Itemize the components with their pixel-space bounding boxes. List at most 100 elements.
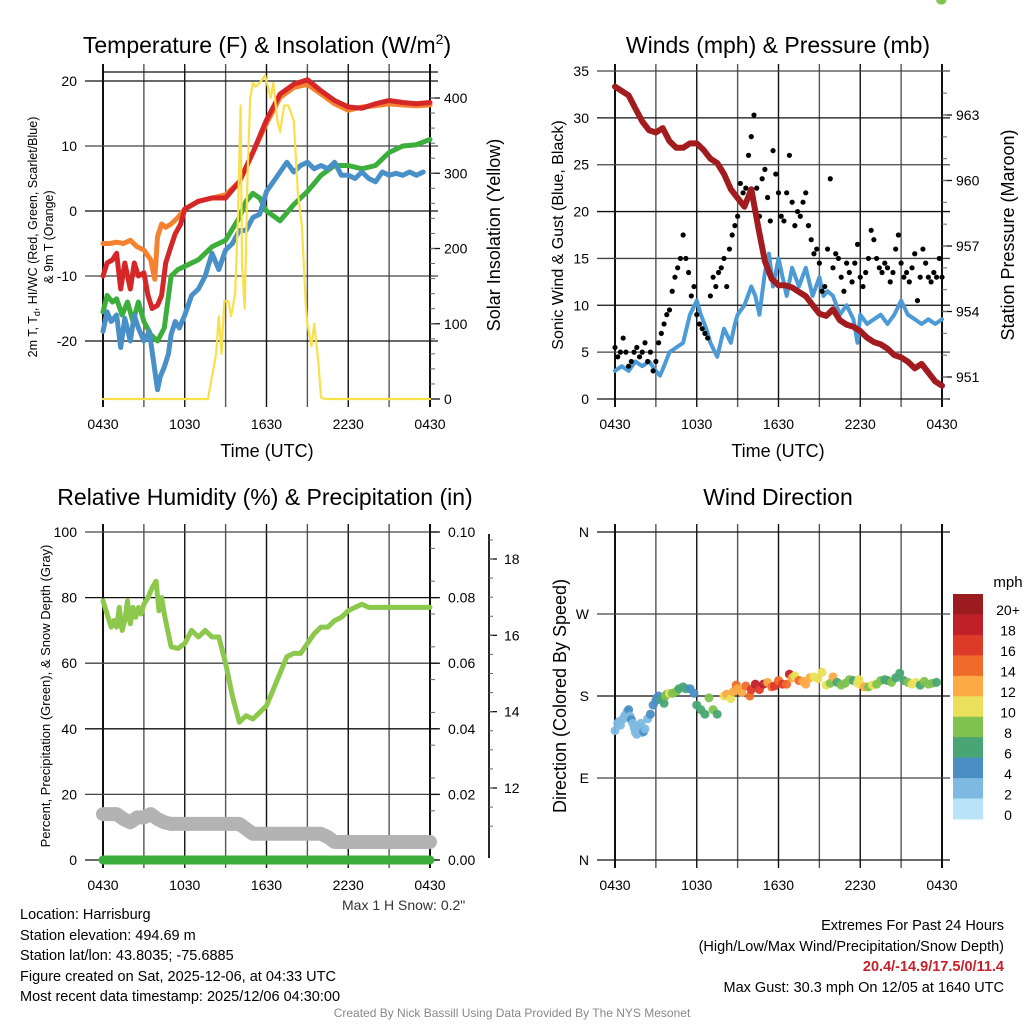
wind-direction-point [704, 693, 714, 703]
solar-tick-label: 100 [444, 316, 468, 332]
y-tick-label: N [579, 524, 589, 540]
x-tick-label: 0430 [414, 877, 445, 893]
wind-direction-point [610, 726, 620, 736]
snow-tick-label: 12 [504, 780, 520, 796]
y-tick-label: 0 [69, 852, 77, 868]
gust-point [838, 274, 844, 280]
station-location: Location: Harrisburg [20, 907, 151, 923]
y-tick-label: 100 [54, 524, 78, 540]
precip-tick-label: 0.04 [448, 721, 475, 737]
series-line-station-pressure [612, 83, 945, 389]
max-hourly-snow-label: Max 1 H Snow: 0.2" [342, 897, 466, 913]
gust-point [931, 269, 937, 276]
wind-direction-point [782, 679, 792, 689]
y-tick-label: 30 [573, 110, 589, 126]
gust-point [808, 237, 814, 243]
gust-point [849, 279, 855, 285]
gust-point [814, 246, 820, 252]
colorbar-swatch [953, 696, 983, 718]
gust-point [773, 171, 779, 177]
gust-point [925, 274, 931, 280]
temperature-panel-title: Temperature (F) & Insolation (W/m2) [83, 31, 451, 58]
series-line-hi-wc [100, 159, 426, 393]
gust-point [794, 208, 801, 215]
gust-point [857, 274, 863, 280]
gust-point [748, 134, 754, 140]
x-tick-label: 1630 [763, 416, 794, 432]
extremes-info: Extremes For Past 24 Hours (High/Low/Max… [699, 916, 1004, 998]
y-tick-label: W [576, 606, 590, 622]
y-tick-label: 10 [61, 138, 77, 154]
gust-point [639, 349, 645, 355]
gust-point [939, 274, 945, 280]
wind-direction-point [813, 674, 823, 684]
gust-point [680, 232, 686, 238]
wind-direction-point [895, 668, 905, 678]
gust-point [661, 321, 667, 327]
colorbar-swatch [953, 737, 983, 759]
y-tick-label: 25 [573, 157, 589, 173]
gust-point [620, 335, 626, 341]
figure-created: Figure created on Sat, 2025-12-06, at 04… [20, 968, 336, 985]
gust-point [803, 190, 809, 196]
precip-tick-label: 0.02 [448, 786, 475, 802]
gust-point [912, 251, 918, 257]
y-tick-label: E [580, 770, 589, 786]
gust-point [743, 185, 749, 191]
gust-point [844, 260, 850, 266]
gust-point [740, 190, 746, 196]
gust-point [707, 293, 713, 299]
gust-point [874, 255, 880, 262]
station-latlon: Station lat/lon: 43.8035; -75.6885 [20, 948, 234, 965]
gust-point [675, 265, 681, 271]
wind-direction-point [645, 709, 655, 719]
series-line-relative-humidity [100, 578, 433, 725]
winds-y-axis-label: Sonic Wind & Gust (Blue, Black) [550, 120, 567, 349]
y-tick-label: S [580, 688, 589, 704]
x-tick-label: 0430 [926, 416, 957, 432]
gust-point [928, 279, 934, 285]
colorbar-swatch [953, 716, 983, 738]
gust-point [778, 213, 784, 219]
y-tick-label: 10 [573, 297, 589, 313]
gust-point [653, 358, 659, 365]
gust-point [882, 260, 888, 266]
gust-point [917, 274, 923, 280]
solar-tick-label: 0 [444, 391, 452, 407]
colorbar-label: 4 [1004, 766, 1012, 782]
gust-point [775, 190, 782, 196]
temperature-y-axis-label: 2m T, Td, HI/WC (Red, Green, Scarlet/Blu… [26, 117, 42, 358]
gust-point [833, 251, 839, 257]
station-elevation: Station elevation: 494.69 m [20, 927, 196, 944]
gust-point [816, 260, 822, 266]
gust-point [623, 349, 629, 355]
colorbar-label: 10 [1000, 705, 1016, 721]
gust-point [841, 288, 847, 294]
gust-point [805, 223, 812, 229]
series-line-snow-depth [96, 807, 437, 849]
gust-point [672, 274, 678, 280]
winds-x-axis-label: Time (UTC) [731, 441, 824, 461]
temperature-x-axis-label: Time (UTC) [220, 441, 313, 461]
gust-point [737, 180, 743, 187]
snow-tick-label: 16 [504, 627, 520, 643]
solar-y-axis-label: Solar Insolation (Yellow) [484, 139, 504, 331]
series-line-2m-t [100, 77, 433, 311]
precip-tick-label: 0.00 [448, 852, 475, 868]
gust-point [726, 246, 733, 252]
gust-point [846, 269, 852, 276]
precip-tick-label: 0.08 [448, 590, 475, 606]
gust-point [884, 265, 891, 271]
gust-point [751, 112, 757, 118]
gust-point [688, 293, 694, 299]
gust-point [811, 251, 817, 257]
gust-point [694, 312, 700, 318]
gust-point [767, 218, 773, 224]
gust-point [792, 223, 798, 229]
gust-point [822, 283, 828, 290]
direction-y-axis-label: Direction (Colored By Speed) [550, 579, 570, 813]
y-tick-label: 80 [61, 590, 77, 606]
x-tick-label: 1030 [169, 877, 200, 893]
wind-direction-point [801, 679, 811, 689]
gust-point [683, 255, 689, 262]
